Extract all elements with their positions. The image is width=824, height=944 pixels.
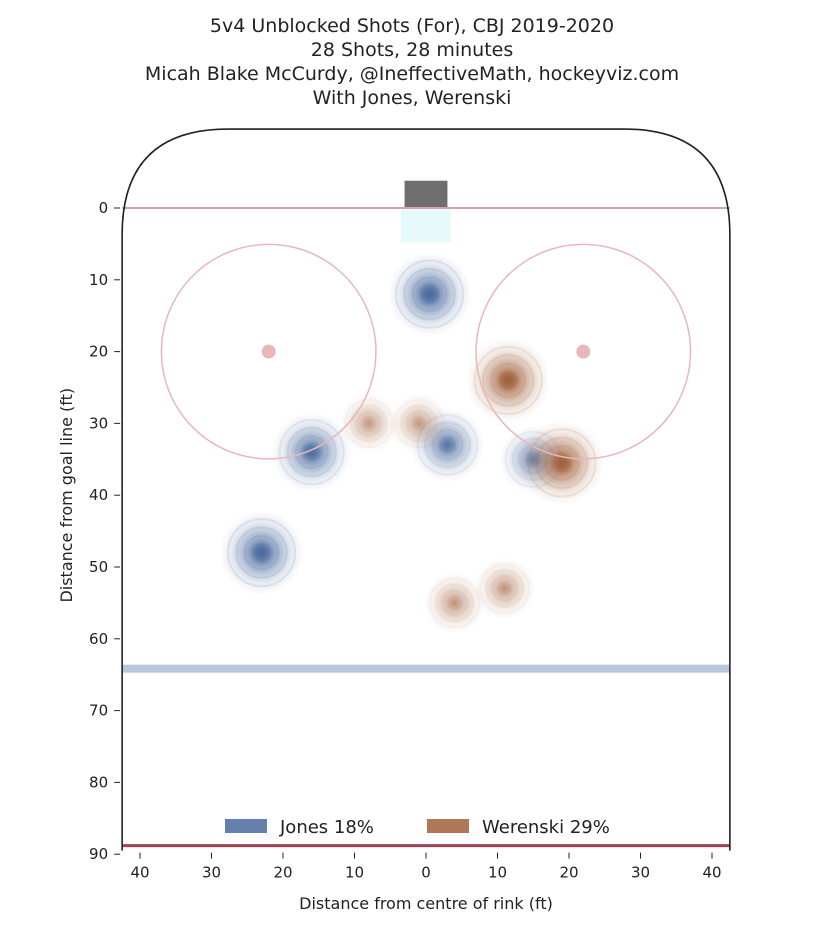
legend-label: Werenski 29% [482, 817, 610, 838]
heatmap-layer [219, 252, 604, 634]
x-tick-label: 0 [421, 864, 431, 882]
goal-net [404, 180, 448, 208]
heat-contour [552, 453, 572, 473]
left-faceoff-circle [160, 243, 377, 460]
heat-contour [441, 589, 468, 617]
heat-contour [235, 526, 288, 579]
heat-core [440, 438, 454, 452]
title-block: 5v4 Unblocked Shots (For), CBJ 2019-2020… [0, 14, 824, 110]
chart-subtitle-author: Micah Blake McCurdy, @IneffectiveMath, h… [144, 63, 680, 85]
chart-title: 5v4 Unblocked Shots (For), CBJ 2019-2020 [209, 15, 615, 37]
heat-contour [544, 445, 580, 481]
x-axis-label: Distance from centre of rink (ft) [299, 894, 553, 913]
heat-contour [535, 436, 589, 490]
x-tick-label: 30 [202, 864, 221, 882]
heat-contour [394, 398, 444, 449]
heat-contour [420, 284, 439, 304]
rink-boards [121, 128, 731, 851]
heat-contour [302, 443, 321, 462]
heat-contour [485, 569, 525, 608]
legend-swatch [225, 819, 267, 833]
x-tick-label: 40 [130, 864, 149, 882]
goal-crease [400, 208, 452, 243]
heat-core [553, 454, 570, 471]
heat-contour [226, 518, 297, 588]
y-tick-label: 0 [99, 199, 109, 217]
x-tick-label: 20 [273, 864, 292, 882]
heat-core [253, 544, 270, 561]
heat-core [500, 372, 517, 389]
chart-subtitle-shots: 28 Shots, 28 minutes [310, 39, 514, 61]
x-tick-label: 10 [488, 864, 507, 882]
legend-swatch [427, 819, 469, 833]
x-tick-label: 20 [559, 864, 578, 882]
right-faceoff-dot [576, 344, 591, 359]
left-faceoff-dot [261, 344, 276, 359]
heat-core [414, 419, 423, 428]
heat-contour [355, 410, 382, 437]
right-faceoff-circle [475, 243, 692, 460]
x-tick-label: 10 [345, 864, 364, 882]
heat-contour [403, 267, 456, 321]
y-tick-label: 70 [89, 702, 108, 720]
legend-label: Jones 18% [279, 817, 374, 838]
heat-contour [411, 276, 448, 312]
y-tick-label: 80 [89, 773, 108, 791]
x-tick-label: 30 [631, 864, 650, 882]
y-tick-label: 60 [89, 630, 108, 648]
heat-contour [394, 259, 465, 329]
heat-contour [498, 370, 518, 390]
heat-contour [405, 410, 432, 437]
y-tick-label: 20 [89, 343, 108, 361]
heat-contour [243, 534, 280, 571]
heat-contour [482, 354, 535, 407]
y-tick-label: 30 [89, 414, 108, 432]
legend: Jones 18% Werenski 29% [225, 817, 610, 838]
blue-line [122, 664, 730, 673]
heat-contour [473, 345, 543, 415]
heat-contour [286, 427, 337, 478]
heat-core [364, 419, 373, 428]
heat-contour [527, 428, 597, 498]
heat-contour [435, 583, 475, 623]
y-tick-label: 90 [89, 845, 108, 863]
heat-contour [491, 575, 518, 602]
y-tick-label: 40 [89, 486, 108, 504]
chart-subtitle-players: With Jones, Werenski [312, 87, 512, 109]
heat-contour [490, 362, 527, 399]
rink-markings [121, 128, 731, 851]
heat-contour [438, 436, 456, 454]
heat-core [421, 286, 438, 303]
heat-contour [400, 404, 438, 443]
heat-contour [350, 404, 388, 443]
axes: 40 30 20 10 0 10 20 30 40 0 10 20 30 40 50 60 70 80 90 [89, 199, 722, 882]
heat-core [500, 584, 510, 593]
y-axis-label: Distance from goal line (ft) [57, 388, 76, 603]
heat-contour [294, 435, 329, 470]
x-tick-label: 40 [702, 864, 721, 882]
heat-contour [411, 416, 426, 431]
heat-core [450, 598, 459, 608]
heat-contour [479, 563, 531, 615]
heat-contour [252, 543, 271, 563]
heat-contour [361, 416, 376, 431]
heat-contour [497, 581, 512, 596]
y-tick-label: 10 [89, 271, 108, 289]
heat-contour [278, 419, 345, 486]
y-tick-label: 50 [89, 558, 108, 576]
heat-contour [447, 595, 462, 611]
